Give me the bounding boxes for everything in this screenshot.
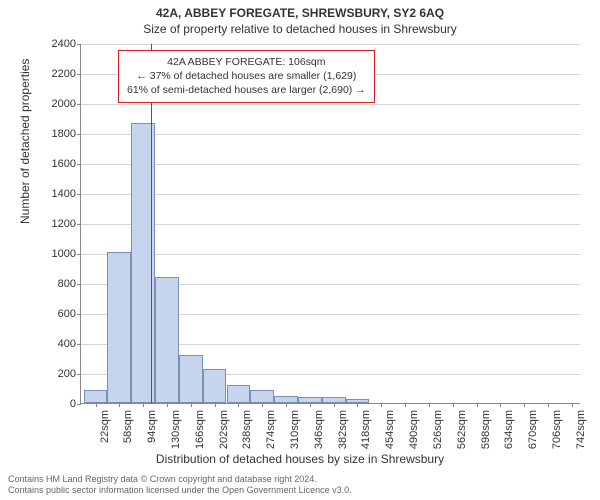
xtick-label: 274sqm (265, 410, 277, 449)
ytick-label: 0 (26, 398, 76, 410)
ytick-mark (77, 314, 81, 315)
xtick-label: 598sqm (480, 410, 492, 449)
xtick-mark (548, 403, 549, 407)
xtick-mark (215, 403, 216, 407)
xtick-mark (119, 403, 120, 407)
ytick-mark (77, 404, 81, 405)
gridline (81, 104, 580, 105)
xtick-mark (357, 403, 358, 407)
xtick-mark (477, 403, 478, 407)
gridline (81, 194, 580, 195)
histogram-bar (155, 277, 179, 403)
ytick-label: 2400 (26, 38, 76, 50)
legend-line-3: 61% of semi-detached houses are larger (… (127, 83, 366, 97)
xtick-mark (310, 403, 311, 407)
ytick-mark (77, 134, 81, 135)
gridline (81, 44, 580, 45)
xtick-label: 346sqm (313, 410, 325, 449)
histogram-bar (250, 390, 274, 404)
xtick-label: 454sqm (384, 410, 396, 449)
ytick-label: 1000 (26, 248, 76, 260)
histogram-bar (203, 369, 227, 404)
xtick-label: 202sqm (218, 410, 230, 449)
xtick-label: 238sqm (241, 410, 253, 449)
xtick-label: 58sqm (122, 410, 134, 443)
footer-line-1: Contains HM Land Registry data © Crown c… (8, 474, 352, 485)
ytick-mark (77, 254, 81, 255)
xtick-mark (524, 403, 525, 407)
xtick-mark (572, 403, 573, 407)
ytick-label: 1600 (26, 158, 76, 170)
ytick-label: 600 (26, 308, 76, 320)
xtick-mark (143, 403, 144, 407)
xtick-label: 526sqm (432, 410, 444, 449)
ytick-label: 1800 (26, 128, 76, 140)
xtick-label: 490sqm (408, 410, 420, 449)
histogram-bar (179, 355, 203, 403)
xtick-label: 22sqm (99, 410, 111, 443)
xtick-mark (96, 403, 97, 407)
ytick-label: 1400 (26, 188, 76, 200)
xtick-label: 562sqm (456, 410, 468, 449)
ytick-mark (77, 194, 81, 195)
histogram-bar (107, 252, 131, 404)
ytick-mark (77, 44, 81, 45)
ytick-mark (77, 284, 81, 285)
ytick-mark (77, 224, 81, 225)
xtick-label: 130sqm (170, 410, 182, 449)
chart-sub-title: Size of property relative to detached ho… (0, 22, 600, 36)
ytick-label: 200 (26, 368, 76, 380)
legend-line-1: 42A ABBEY FOREGATE: 106sqm (127, 55, 366, 69)
footer-line-2: Contains public sector information licen… (8, 485, 352, 496)
ytick-mark (77, 74, 81, 75)
ytick-mark (77, 374, 81, 375)
ytick-label: 1200 (26, 218, 76, 230)
chart-footer: Contains HM Land Registry data © Crown c… (8, 474, 352, 497)
histogram-bar (227, 385, 251, 403)
ytick-label: 400 (26, 338, 76, 350)
legend-line-2: ← 37% of detached houses are smaller (1,… (127, 69, 366, 83)
xtick-label: 382sqm (337, 410, 349, 449)
xtick-label: 166sqm (194, 410, 206, 449)
xtick-mark (238, 403, 239, 407)
xtick-label: 94sqm (146, 410, 158, 443)
histogram-bar (84, 390, 108, 404)
xtick-mark (286, 403, 287, 407)
ytick-label: 800 (26, 278, 76, 290)
xtick-label: 418sqm (360, 410, 372, 449)
xtick-mark (167, 403, 168, 407)
ytick-mark (77, 104, 81, 105)
ytick-mark (77, 344, 81, 345)
xtick-label: 742sqm (575, 410, 587, 449)
xtick-mark (191, 403, 192, 407)
histogram-bar (274, 396, 298, 404)
ytick-label: 2000 (26, 98, 76, 110)
xtick-mark (429, 403, 430, 407)
chart-main-title: 42A, ABBEY FOREGATE, SHREWSBURY, SY2 6AQ (0, 6, 600, 20)
xtick-label: 634sqm (503, 410, 515, 449)
gridline (81, 134, 580, 135)
ytick-mark (77, 164, 81, 165)
chart-legend-box: 42A ABBEY FOREGATE: 106sqm← 37% of detac… (118, 50, 375, 103)
xtick-mark (262, 403, 263, 407)
ytick-label: 2200 (26, 68, 76, 80)
xtick-mark (381, 403, 382, 407)
gridline (81, 254, 580, 255)
xtick-mark (500, 403, 501, 407)
x-axis-label: Distribution of detached houses by size … (0, 452, 600, 466)
xtick-label: 310sqm (289, 410, 301, 449)
xtick-label: 670sqm (527, 410, 539, 449)
xtick-mark (334, 403, 335, 407)
xtick-label: 706sqm (551, 410, 563, 449)
xtick-mark (405, 403, 406, 407)
gridline (81, 164, 580, 165)
gridline (81, 224, 580, 225)
xtick-mark (453, 403, 454, 407)
